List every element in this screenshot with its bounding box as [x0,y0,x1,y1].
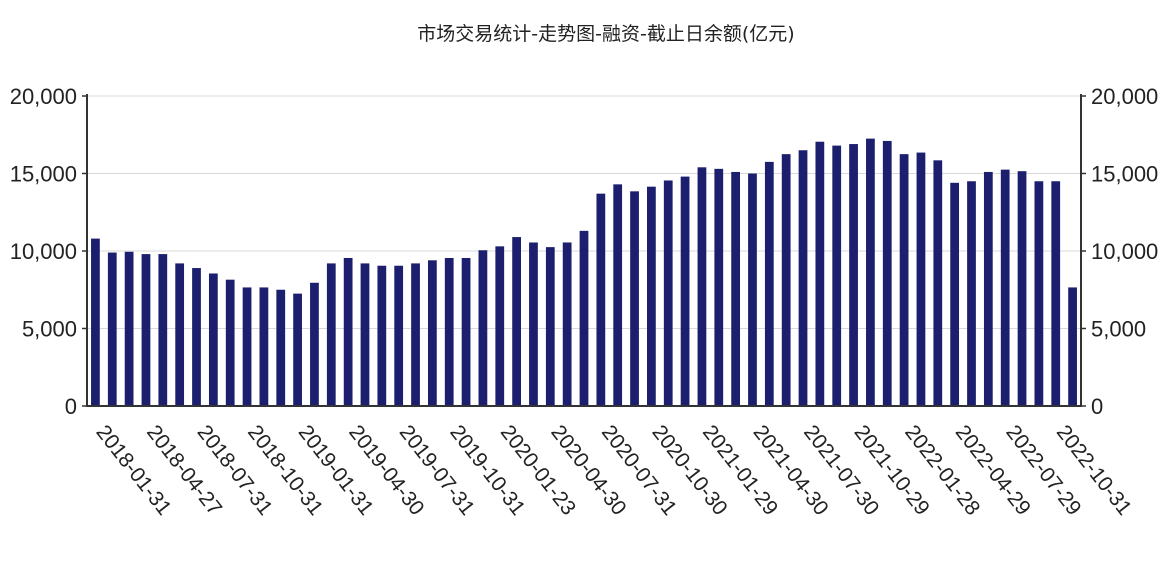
bar [259,287,269,406]
bar [461,257,471,406]
bar [478,250,488,406]
bar [1017,171,1027,406]
bar [1034,181,1044,406]
bar [916,152,926,406]
bar [562,242,572,406]
bar [798,150,808,406]
bar [427,260,437,406]
bar [697,167,707,406]
chart-title: 市场交易统计-走势图-融资-截止日余额(亿元) [417,23,794,45]
bar [107,252,117,406]
bars [91,138,1077,407]
axes [82,94,1086,407]
left-y-tick-label: 5,000 [22,317,77,342]
bar [326,263,336,406]
bar [983,171,993,406]
left-y-tick-label: 10,000 [10,239,77,264]
bar [1000,169,1010,407]
bar [545,247,555,407]
right-y-tick-label: 0 [1091,394,1103,419]
bar [276,289,286,406]
bar [444,257,454,406]
bar [360,263,370,406]
bar [242,287,252,406]
bar [882,140,892,406]
bar [91,238,100,406]
bar [967,181,976,406]
bar [832,145,842,406]
bar [225,279,235,406]
right-y-tick-label: 5,000 [1091,317,1146,342]
bar [899,154,909,407]
bar [1051,181,1061,406]
bar [175,263,185,406]
bar [866,138,875,407]
bar [1068,287,1077,406]
bar [512,237,521,406]
bar [141,254,151,406]
bar [815,141,825,406]
bar [529,242,538,406]
bar [630,191,639,406]
left-y-tick-label: 0 [65,394,77,419]
bar [764,161,774,407]
right-y-tick-label: 10,000 [1091,239,1158,264]
bar [579,230,589,406]
left-y-tick-label: 20,000 [10,84,77,109]
right-y-tick-labels: 0 5,000 10,000 15,000 20,000 [1091,84,1158,419]
bar [293,293,302,407]
left-y-tick-labels: 0 5,000 10,000 15,000 20,000 [10,84,77,419]
bar [781,154,791,407]
bar [849,144,858,407]
bar [613,184,623,406]
bar [663,180,673,406]
bar [933,160,943,406]
bar [377,265,387,406]
bar [596,193,606,406]
bar [495,246,505,406]
bar [731,171,741,406]
bar [950,182,960,406]
bar [158,254,168,406]
bar [647,186,656,406]
right-y-tick-label: 15,000 [1091,162,1158,187]
bar [680,176,690,406]
bar [310,282,319,406]
x-tick-labels: 2018-01-312018-04-272018-07-312018-10-31… [91,421,1136,520]
left-y-tick-label: 15,000 [10,162,77,187]
bar [748,173,757,406]
bar [124,251,134,406]
bar [208,273,218,406]
right-y-tick-label: 20,000 [1091,84,1158,109]
bar [394,265,404,406]
bar [192,268,201,406]
bar [714,168,724,406]
bar [343,257,353,406]
bar [411,263,420,406]
